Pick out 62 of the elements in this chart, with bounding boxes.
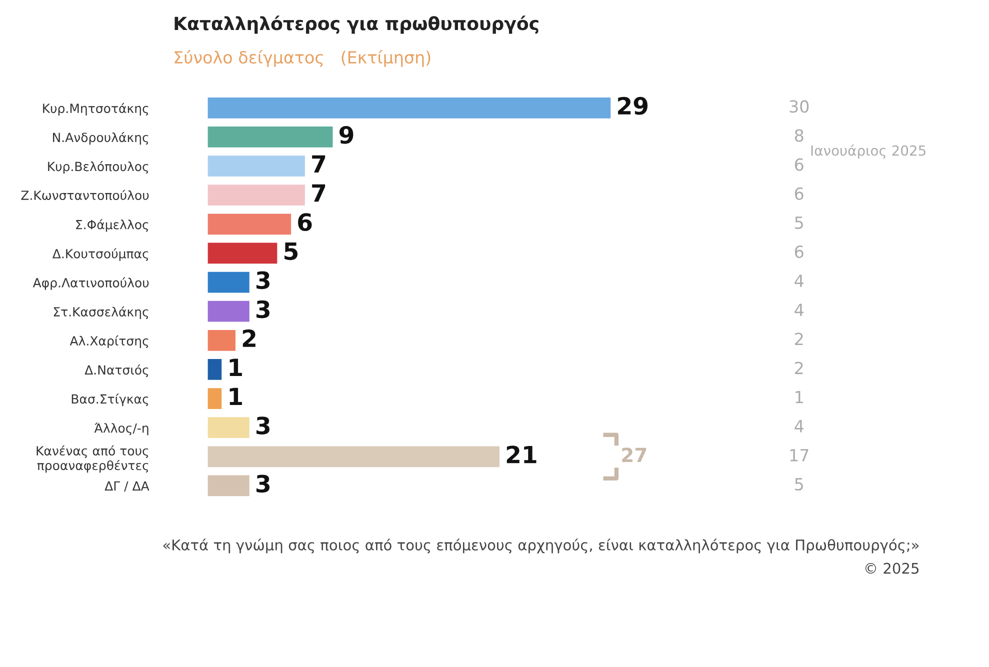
y-tick-label: ΔΓ / ΔΑ (104, 481, 150, 492)
bar (208, 242, 278, 264)
y-tick-label: Βασ.Στίγκας (72, 394, 148, 406)
y-tick-label: Άλλος/-η (94, 422, 148, 436)
bar (208, 446, 500, 468)
bar (208, 214, 292, 235)
bar (208, 126, 333, 148)
y-tick-label: Σ.Φάμελλος (76, 219, 148, 232)
text: 5 (795, 216, 803, 229)
text: 4 (794, 304, 804, 316)
text: 8 (794, 129, 804, 142)
text: 6 (794, 158, 804, 171)
text: 27 (622, 448, 646, 462)
y-tick-label: Κανένας από τους προαναφερθέντες (36, 445, 148, 473)
text: «Κατά τη γνώμη σας ποιος από τους επόμενους αρχηγούς, είναι καταλληλότερος για Πρωθυπουργός;» (163, 538, 919, 554)
y-tick-label: Ν.Ανδρουλάκης (52, 132, 148, 145)
y-tick-label: Αλ.Χαρίτσης (70, 335, 148, 348)
bar (208, 417, 250, 438)
data-label: 7 (312, 184, 326, 202)
data-label: 3 (256, 300, 270, 318)
y-tick-label: Ζ.Κωνσταντοπούλου (21, 190, 149, 200)
text: 6 (794, 245, 804, 258)
data-label: 21 (506, 446, 536, 464)
text: 2 (795, 362, 803, 374)
y-tick-label: Στ.Κασσελάκης (54, 306, 148, 319)
bar (208, 475, 250, 496)
text: 1 (796, 390, 803, 404)
y-tick-label: Αφρ.Λατινοπούλου (32, 277, 149, 290)
text: 30 (790, 100, 809, 113)
data-label: 6 (298, 213, 312, 232)
text: 2 (795, 332, 803, 346)
y-tick-label: Κυρ.Βελόπουλος (48, 161, 148, 174)
bar (208, 184, 305, 206)
data-label: 2 (242, 329, 256, 347)
data-label: 9 (340, 126, 354, 144)
data-label: 1 (230, 358, 242, 376)
bar (208, 388, 222, 409)
text: 5 (795, 478, 803, 491)
y-tick-label: Κυρ.Μητσοτάκης (43, 102, 148, 116)
chart-subtitle: Σύνολο δείγματος (Εκτίμηση) (174, 50, 430, 67)
data-label: 7 (312, 155, 326, 173)
data-label: 29 (618, 96, 648, 115)
bar (208, 97, 611, 118)
y-tick-label: Δ.Κουτσούμπας (52, 248, 148, 261)
bar (208, 156, 305, 176)
text: © 2025 (865, 562, 918, 574)
data-label: 1 (230, 388, 242, 406)
y-tick-label: Δ.Νατσιός (84, 364, 148, 378)
bar (208, 330, 236, 351)
bar (208, 272, 250, 293)
data-label: 3 (256, 271, 270, 290)
text: 4 (794, 274, 804, 287)
text: Ιανουάριος 2025 (811, 144, 926, 159)
text: 6 (794, 187, 804, 200)
bar (208, 300, 250, 322)
chart-title: Καταλληλότερος για πρωθυπουργός (174, 16, 538, 34)
data-label: 3 (256, 474, 270, 493)
bar (208, 359, 222, 380)
text: 17 (790, 449, 808, 462)
data-label: 3 (256, 416, 270, 434)
text: 4 (794, 420, 804, 432)
data-label: 5 (284, 242, 298, 260)
